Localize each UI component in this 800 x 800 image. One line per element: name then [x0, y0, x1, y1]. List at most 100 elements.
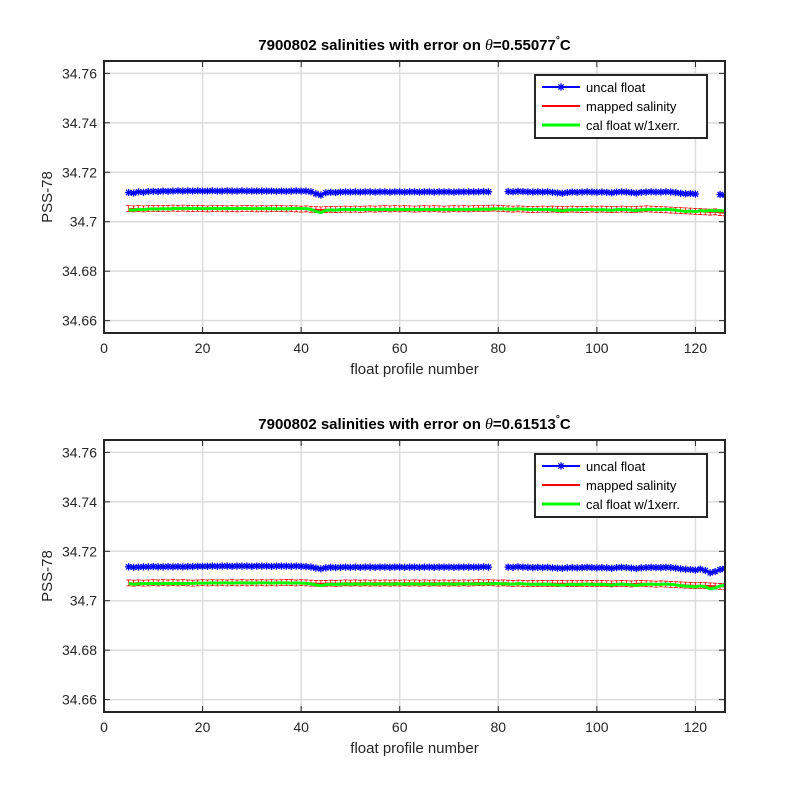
- uncal-float-point: [307, 188, 315, 196]
- uncal-float-point: [218, 562, 226, 570]
- uncal-float-point: [203, 562, 212, 570]
- uncal-float-markers: [125, 187, 725, 199]
- uncal-float-point: [208, 562, 217, 570]
- uncal-float-point: [351, 563, 359, 571]
- uncal-float-point: [292, 562, 300, 570]
- x-tick-label: 120: [684, 719, 708, 735]
- uncal-float-point: [691, 190, 700, 198]
- legend: uncal float mapped salinity cal float w/1x…: [534, 453, 708, 518]
- uncal-float-point: [647, 188, 655, 196]
- uncal-float-point: [203, 187, 212, 195]
- uncal-float-point: [154, 187, 162, 196]
- uncal-float-point: [267, 187, 276, 195]
- uncal-float-point: [341, 188, 350, 196]
- legend-label: cal float w/1xerr.: [586, 497, 680, 512]
- uncal-float-point: [632, 564, 640, 573]
- uncal-float-point: [164, 187, 172, 195]
- uncal-float-point: [657, 188, 665, 196]
- x-tick-label: 120: [684, 340, 708, 356]
- x-tick-label: 80: [490, 719, 506, 735]
- uncal-float-point: [716, 565, 724, 574]
- uncal-float-point: [302, 563, 310, 571]
- uncal-float-point: [677, 189, 685, 197]
- uncal-float-point: [174, 187, 182, 195]
- uncal-float-point: [608, 564, 616, 572]
- uncal-float-point: [460, 563, 468, 571]
- uncal-float-point: [401, 563, 409, 571]
- chart-panel-2: 0 20 40 60 80 100 120 34.66 34.68 34.7 34.72 34.74 3…: [39, 414, 726, 757]
- uncal-float-point: [322, 189, 330, 197]
- mapped-salinity-error-bars: [126, 204, 725, 217]
- uncal-float-point: [228, 562, 236, 570]
- uncal-float-point: [159, 187, 167, 195]
- uncal-float-point: [174, 563, 182, 571]
- y-tick-label: 34.7: [70, 593, 97, 609]
- uncal-float-point: [509, 188, 517, 196]
- uncal-float-point: [617, 563, 626, 571]
- uncal-float-point: [129, 563, 138, 571]
- uncal-float-point: [474, 563, 483, 571]
- uncal-float-point: [184, 187, 192, 195]
- x-tick-label: 100: [585, 340, 609, 356]
- axes-box: [103, 439, 726, 713]
- uncal-float-point: [243, 562, 251, 570]
- chart-title-theta: θ: [485, 416, 493, 433]
- chart-title: 7900802 salinities with error on θ=0.615…: [258, 414, 571, 433]
- y-axis-label: PSS-78: [39, 171, 56, 223]
- uncal-float-point: [430, 188, 438, 196]
- chart-title-main: 7900802 salinities with error on: [258, 37, 485, 54]
- uncal-float-point: [263, 562, 271, 570]
- uncal-float-point: [593, 188, 601, 196]
- uncal-float-point: [504, 563, 512, 571]
- uncal-float-point: [603, 188, 611, 196]
- uncal-float-point: [558, 564, 566, 572]
- uncal-float-point: [179, 563, 187, 571]
- uncal-float-point: [184, 563, 192, 571]
- uncal-float-point: [573, 564, 581, 572]
- uncal-float-point: [327, 563, 335, 571]
- uncal-float-point: [425, 563, 433, 571]
- uncal-float-point: [539, 563, 547, 572]
- uncal-float-point: [425, 188, 433, 196]
- chart-title-theta: θ: [485, 37, 493, 54]
- uncal-float-point: [134, 563, 143, 571]
- uncal-float-point: [642, 188, 650, 196]
- uncal-float-point: [470, 563, 478, 571]
- uncal-float-point: [139, 188, 148, 196]
- x-tick-label: 20: [195, 340, 211, 356]
- uncal-float-point: [376, 188, 384, 196]
- data-layer: [125, 562, 725, 591]
- uncal-float-point: [366, 188, 374, 196]
- y-tick-label: 34.74: [62, 494, 97, 510]
- uncal-float-point: [218, 187, 226, 195]
- uncal-float-point: [346, 188, 355, 196]
- uncal-float-point: [297, 562, 305, 570]
- uncal-float-point: [578, 188, 586, 196]
- uncal-float-point: [479, 563, 488, 571]
- uncal-float-point: [194, 562, 202, 570]
- uncal-float-point: [371, 563, 379, 571]
- uncal-float-point: [366, 563, 374, 571]
- uncal-float-point: [164, 563, 172, 571]
- uncal-float-point: [198, 187, 207, 195]
- legend-label: uncal float: [586, 80, 646, 95]
- uncal-float-point: [662, 563, 670, 571]
- cal-float-line: [128, 581, 725, 591]
- uncal-float-point: [455, 563, 463, 571]
- uncal-float-point: [583, 563, 591, 571]
- uncal-float-point: [534, 563, 542, 571]
- uncal-float-point: [529, 188, 537, 196]
- axes-box: [103, 60, 726, 334]
- uncal-float-point: [238, 562, 246, 570]
- uncal-float-point: [312, 190, 320, 198]
- uncal-float-point: [272, 562, 281, 570]
- uncal-float-point: [465, 563, 473, 571]
- uncal-float-point: [322, 564, 330, 572]
- uncal-float-point: [706, 569, 714, 577]
- legend: uncal float mapped salinity cal float w/1x…: [534, 74, 708, 139]
- uncal-float-point: [144, 563, 152, 571]
- uncal-float-point: [662, 188, 670, 196]
- uncal-float-point: [134, 188, 143, 196]
- uncal-float-point: [543, 563, 552, 571]
